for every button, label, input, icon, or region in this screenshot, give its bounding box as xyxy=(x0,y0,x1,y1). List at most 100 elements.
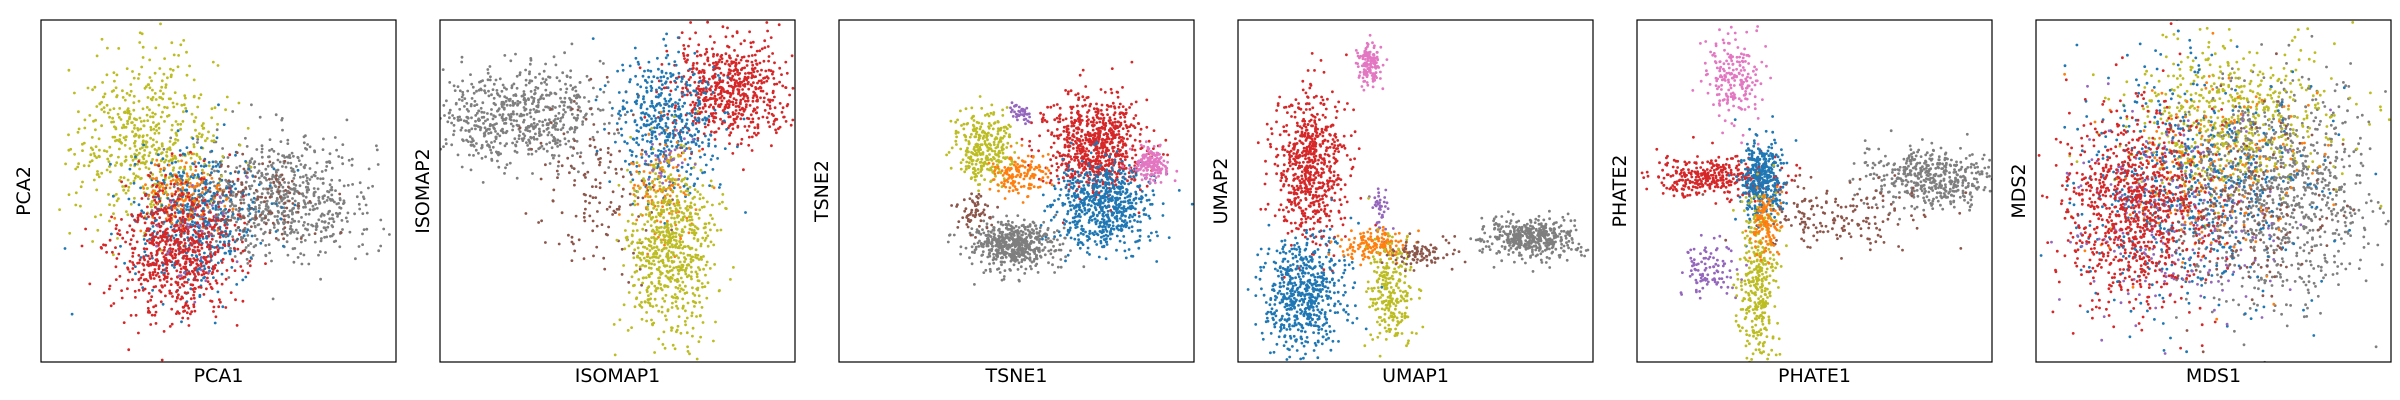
isomap-point-red xyxy=(732,97,736,100)
isomap-point-red xyxy=(719,91,723,95)
isomap-point-blue xyxy=(678,107,682,111)
isomap-point-gray xyxy=(470,116,473,120)
isomap-point-red xyxy=(717,60,720,64)
isomap-point-red xyxy=(695,54,699,58)
isomap-point-olive xyxy=(681,228,684,231)
pca-point-olive xyxy=(118,107,122,110)
pca-point-olive xyxy=(126,189,130,192)
pca-point-red xyxy=(182,227,186,231)
isomap-point-red xyxy=(701,88,705,92)
isomap-point-brown xyxy=(588,144,592,148)
isomap-point-gray xyxy=(505,163,509,167)
pca-point-gray xyxy=(328,152,332,156)
pca-point-red xyxy=(146,306,150,310)
isomap-point-olive xyxy=(653,242,656,245)
isomap-point-gray xyxy=(445,99,448,103)
pca-point-olive xyxy=(179,122,183,126)
isomap-point-blue xyxy=(635,123,639,127)
isomap-point-orange xyxy=(632,162,635,166)
pca-point-blue xyxy=(144,254,148,257)
pca-point-brown xyxy=(261,162,264,166)
isomap-point-brown xyxy=(572,147,576,150)
pca-point-olive xyxy=(192,120,196,124)
pca-point-brown xyxy=(235,151,239,155)
pca-point-red xyxy=(183,280,187,284)
isomap-point-brown xyxy=(628,192,632,196)
isomap-point-gray xyxy=(542,147,546,151)
isomap-point-gray xyxy=(575,102,578,105)
isomap-point-gray xyxy=(565,75,569,78)
isomap-point-gray xyxy=(522,113,526,117)
pca-point-gray xyxy=(326,196,330,199)
pca-point-olive xyxy=(118,133,122,137)
pca-point-red xyxy=(142,216,146,220)
pca-point-blue xyxy=(214,204,218,208)
isomap-point-gray xyxy=(515,151,519,154)
isomap-point-blue xyxy=(621,105,625,109)
isomap-point-orange xyxy=(645,186,649,190)
isomap-point-gray xyxy=(504,117,508,120)
pca-point-red xyxy=(157,275,161,279)
isomap-point-red xyxy=(713,81,717,85)
isomap-point-blue xyxy=(696,177,699,181)
pca-point-gray xyxy=(196,141,199,144)
pca-point-red xyxy=(228,153,232,157)
pca-point-red xyxy=(190,203,194,207)
isomap-point-red xyxy=(703,52,707,56)
isomap-point-red xyxy=(738,77,741,81)
isomap-point-red xyxy=(746,99,750,103)
isomap-point-red xyxy=(747,117,751,120)
pca-point-blue xyxy=(241,278,245,282)
pca-point-red xyxy=(211,268,215,271)
pca-point-blue xyxy=(63,247,67,250)
isomap-point-gray xyxy=(486,118,489,121)
isomap-point-gray xyxy=(558,104,562,108)
isomap-point-olive xyxy=(694,248,698,252)
pca-point-olive xyxy=(149,125,153,129)
isomap-point-gray xyxy=(480,146,483,150)
isomap-point-red xyxy=(811,88,814,91)
isomap-point-blue xyxy=(645,119,649,123)
pca-point-olive xyxy=(205,137,209,140)
pca-point-blue xyxy=(224,251,228,255)
isomap-point-red xyxy=(706,123,710,127)
isomap-point-blue xyxy=(666,53,670,57)
pca-point-orange xyxy=(215,184,219,188)
pca-point-red xyxy=(200,273,204,277)
pca-point-red xyxy=(170,250,174,254)
isomap-point-brown xyxy=(607,131,611,135)
isomap-point-red xyxy=(743,125,747,128)
pca-point-gray xyxy=(268,251,271,255)
pca-point-blue xyxy=(235,283,239,286)
isomap-point-red xyxy=(686,53,690,57)
isomap-point-blue xyxy=(603,127,606,131)
isomap-point-gray xyxy=(550,133,554,137)
isomap-point-gray xyxy=(475,111,479,115)
pca-point-gray xyxy=(350,157,354,161)
isomap-point-blue xyxy=(603,84,607,87)
pca-point-gray xyxy=(264,204,268,208)
pca-point-red xyxy=(199,233,203,237)
isomap-point-blue xyxy=(672,134,676,138)
isomap-point-gray xyxy=(446,120,450,124)
isomap-point-olive xyxy=(661,261,665,265)
isomap-point-gray xyxy=(569,84,573,87)
isomap-point-gray xyxy=(452,84,456,88)
pca-point-gray xyxy=(304,195,308,199)
isomap-point-red xyxy=(739,101,742,104)
pca-point-blue xyxy=(180,174,184,178)
isomap-point-blue xyxy=(643,112,647,116)
pca-point-olive xyxy=(96,170,99,173)
isomap-point-gray xyxy=(534,124,537,128)
isomap-point-red xyxy=(721,80,724,84)
pca-point-red xyxy=(209,256,213,259)
pca-point-gray xyxy=(293,187,297,191)
isomap-point-red xyxy=(704,125,707,129)
pca-point-blue xyxy=(162,178,165,182)
isomap-point-blue xyxy=(697,144,701,148)
isomap-point-red xyxy=(734,84,738,88)
isomap-point-red xyxy=(750,54,754,57)
isomap-point-red xyxy=(778,66,782,70)
isomap-point-gray xyxy=(564,110,567,114)
pca-point-olive xyxy=(108,108,112,112)
